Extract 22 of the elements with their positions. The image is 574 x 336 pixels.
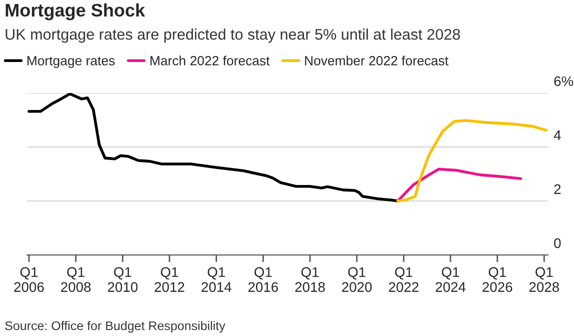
- source-note: Source: Office for Budget Responsibility: [5, 320, 226, 333]
- x-tick-label: Q1 2014: [202, 267, 232, 292]
- x-tick-label: Q1 2026: [482, 267, 512, 292]
- x-tick-label: Q1 2022: [388, 267, 418, 292]
- y-tick-label: 4: [554, 130, 561, 140]
- legend-label: November 2022 forecast: [305, 56, 448, 66]
- chart-subtitle: UK mortgage rates are predicted to stay near 5% until at least 2028: [6, 28, 460, 43]
- x-tick-label: Q1 2006: [14, 267, 44, 292]
- x-tick-label: Q1 2012: [154, 267, 184, 292]
- x-tick-label: Q1 2028: [529, 267, 559, 292]
- x-tick-label: Q1 2008: [61, 267, 91, 292]
- y-tick-label: 6%: [554, 76, 574, 86]
- x-tick-label: Q1 2018: [295, 267, 325, 292]
- x-tick-label: Q1 2016: [248, 267, 278, 292]
- legend-label: Mortgage rates: [27, 56, 115, 68]
- legend-label: March 2022 forecast: [150, 56, 270, 66]
- x-tick-label: Q1 2010: [108, 267, 138, 292]
- y-tick-label: 0: [554, 238, 561, 248]
- x-tick-label: Q1 2024: [436, 267, 466, 292]
- chart-title: Mortgage Shock: [6, 3, 146, 20]
- x-tick-label: Q1 2020: [342, 267, 372, 292]
- y-tick-label: 2: [554, 184, 561, 194]
